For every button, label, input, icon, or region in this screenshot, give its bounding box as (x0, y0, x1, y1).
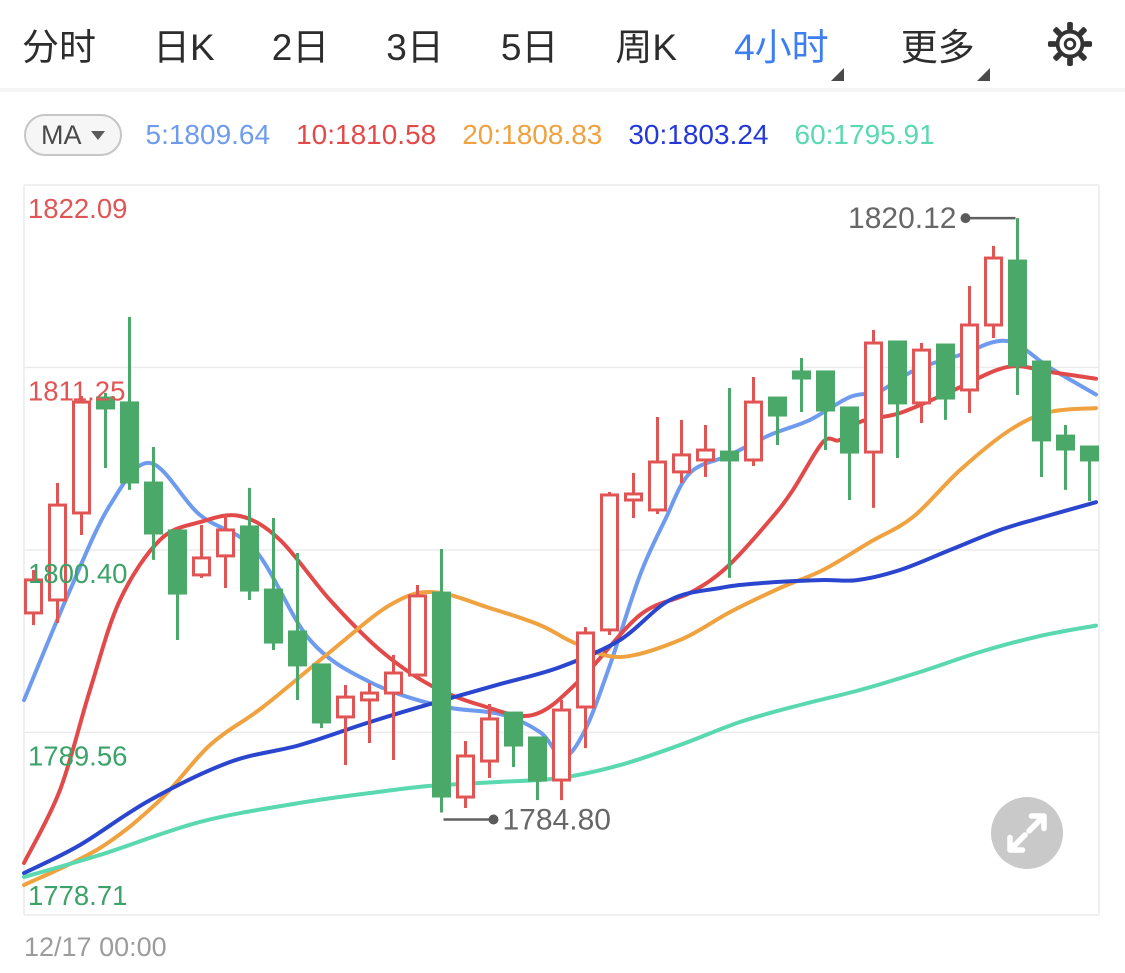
price-axis-label: 1778.71 (28, 880, 127, 911)
tab-label: 周K (615, 27, 678, 68)
tab-周K[interactable]: 周K (615, 17, 677, 71)
candle-body-down (240, 525, 259, 592)
candle-body-down (264, 588, 283, 644)
ma-legend-values: 5:1809.64 10:1810.58 20:1808.83 30:1803.24 6… (146, 119, 961, 151)
header-divider (0, 88, 1125, 92)
ma-line-ma30 (22, 500, 1098, 876)
annotation-dot (960, 213, 971, 224)
ma-30-value: 30:1803.24 (628, 119, 769, 150)
candle-body-up (648, 460, 667, 512)
tab-label: 5日 (500, 27, 559, 68)
tab-更多[interactable]: 更多 (900, 17, 990, 81)
tab-label: 2日 (271, 27, 330, 68)
candle-body-up (696, 448, 715, 462)
tab-3日[interactable]: 3日 (386, 17, 444, 71)
annotation-dot (488, 814, 499, 825)
candle-body-down (1032, 360, 1051, 442)
candle-body-up (864, 341, 883, 454)
gear-icon (1047, 21, 1092, 67)
candle-body-up (672, 453, 691, 474)
candle-body-up (24, 578, 43, 615)
candle-body-down (528, 736, 547, 782)
price-axis-label: 1789.56 (28, 740, 127, 771)
dropdown-corner-icon (976, 68, 990, 81)
candle-body-down (288, 630, 307, 667)
candle-body-up (360, 691, 379, 702)
expand-chart-button[interactable] (991, 797, 1063, 869)
candle-body-down (792, 370, 811, 380)
candle-body-up (960, 323, 979, 392)
tab-label: 4小时 (734, 27, 829, 68)
candle-body-up (192, 556, 211, 577)
ma-legend: MA 5:1809.64 10:1810.58 20:1808.83 30:1803.… (24, 112, 961, 158)
candle-body-up (384, 671, 403, 695)
tab-分时[interactable]: 分时 (22, 17, 96, 71)
ma-5-value: 5:1809.64 (145, 119, 271, 150)
candle-body-up (72, 400, 91, 515)
ma-selector-label: MA (41, 119, 82, 150)
price-axis-label: 1800.40 (28, 558, 127, 589)
x-axis-start-time: 12/17 00:00 (24, 932, 167, 962)
candle-body-up (456, 754, 475, 799)
ma-selector-button[interactable]: MA (24, 114, 122, 156)
candle-body-up (480, 717, 499, 763)
candle-body-down (816, 370, 835, 412)
tab-2日[interactable]: 2日 (272, 17, 330, 71)
candle-body-down (1056, 434, 1075, 451)
tab-日K[interactable]: 日K (153, 17, 215, 71)
tab-label: 分时 (22, 27, 96, 68)
candle-body-down (1080, 445, 1099, 462)
candle-body-down (888, 340, 907, 405)
candle-body-down (312, 663, 331, 724)
expand-diagonal-icon (1007, 813, 1047, 853)
candle-body-down (936, 343, 955, 400)
tab-bar: 分时 日K 2日 3日 5日 周K 4小时 更多 (0, 0, 1125, 88)
candle-body-down (1008, 259, 1027, 367)
candle-body-up (576, 631, 595, 709)
candle-body-up (408, 594, 427, 677)
candle-body-up (552, 708, 571, 782)
candle-body-up (624, 492, 643, 502)
tab-label: 3日 (386, 27, 444, 68)
ma-60-value: 60:1795.91 (794, 119, 935, 150)
annotation-price-label: 1820.12 (848, 202, 956, 235)
candle-body-down (504, 711, 523, 747)
ma-10-value: 10:1810.58 (296, 119, 437, 150)
candle-body-down (144, 481, 163, 535)
candle-body-down (432, 591, 451, 798)
tab-4小时[interactable]: 4小时 (734, 17, 844, 81)
candle-body-up (600, 493, 619, 632)
candle-body-up (744, 400, 763, 462)
price-axis-label: 1822.09 (28, 193, 127, 224)
candle-body-up (336, 695, 355, 719)
candle-body-up (912, 348, 931, 405)
candle-body-up (216, 528, 235, 558)
candle-body-up (984, 256, 1003, 327)
tab-label: 日K (153, 27, 215, 68)
candle-body-down (720, 450, 739, 462)
chevron-down-icon (90, 130, 105, 140)
price-axis-label: 1811.25 (28, 375, 125, 406)
candle-body-down (168, 529, 187, 595)
candle-body-down (768, 396, 787, 417)
candle-body-up (48, 503, 67, 602)
settings-button[interactable] (1047, 21, 1093, 67)
ma-line-ma60 (22, 623, 1098, 879)
tab-label: 更多 (900, 27, 975, 68)
ma-20-value: 20:1808.83 (462, 119, 603, 150)
annotation-price-label: 1784.80 (503, 804, 611, 837)
candle-body-down (840, 406, 859, 454)
tab-5日[interactable]: 5日 (501, 17, 559, 71)
candle-body-down (120, 401, 139, 484)
candle-body-down (96, 396, 115, 410)
dropdown-corner-icon (830, 68, 844, 81)
